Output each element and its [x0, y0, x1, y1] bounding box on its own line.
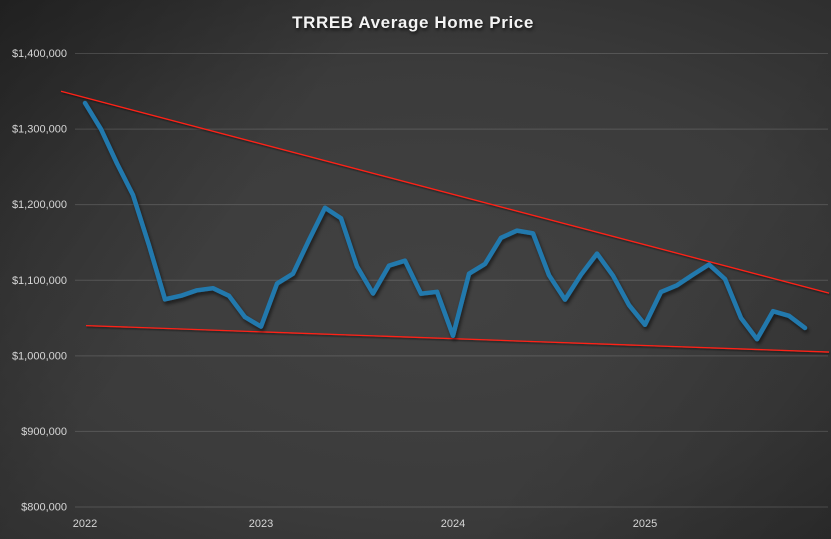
x-axis-tick-label: 2025 — [633, 518, 657, 530]
y-axis-tick-label: $1,400,000 — [12, 48, 67, 60]
x-axis-tick-label: 2023 — [249, 518, 273, 530]
y-axis-tick-label: $1,100,000 — [12, 275, 67, 287]
y-axis-tick-label: $1,300,000 — [12, 124, 67, 136]
lower-trendline — [85, 324, 830, 353]
y-axis-tick-label: $1,200,000 — [12, 199, 67, 211]
x-axis-tick-label: 2022 — [73, 518, 97, 530]
price-line-series — [82, 100, 808, 342]
chart-title: TRREB Average Home Price — [292, 13, 534, 32]
y-axis-tick-label: $800,000 — [21, 502, 67, 514]
x-axis-tick-label: 2024 — [441, 518, 465, 530]
y-axis-tick-label: $900,000 — [21, 426, 67, 438]
y-axis-tick-label: $1,000,000 — [12, 350, 67, 362]
upper-trendline — [60, 90, 830, 294]
